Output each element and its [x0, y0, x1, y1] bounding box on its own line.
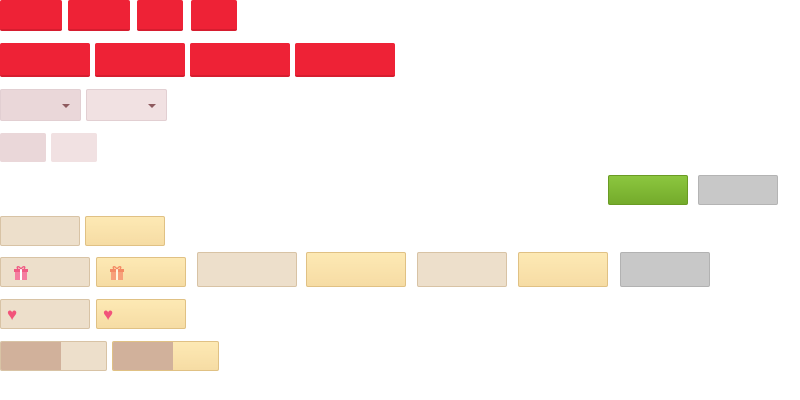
gray-button[interactable]	[698, 175, 778, 205]
gold-wide-button-2[interactable]	[518, 252, 608, 287]
red-button-4[interactable]	[191, 0, 237, 31]
red-button-1[interactable]	[0, 0, 62, 31]
beige-wide-button-2[interactable]	[417, 252, 507, 287]
beige-wide-button-1[interactable]	[197, 252, 297, 287]
chevron-down-icon	[62, 104, 70, 108]
split-segment[interactable]	[1, 342, 61, 370]
pink-small-button-1[interactable]	[0, 133, 46, 162]
gold-wide-button-1[interactable]	[306, 252, 406, 287]
chevron-down-icon	[148, 104, 156, 108]
red-wide-button-4[interactable]	[295, 43, 395, 77]
red-button-2[interactable]	[68, 0, 130, 31]
heart-icon: ♥	[7, 305, 18, 324]
gift-icon	[14, 266, 28, 280]
red-button-3[interactable]	[137, 0, 183, 31]
gold-button-1[interactable]	[85, 216, 165, 246]
green-button[interactable]	[608, 175, 688, 205]
gold-heart-button[interactable]: ♥	[96, 299, 186, 329]
gift-icon	[110, 266, 124, 280]
red-wide-button-1[interactable]	[0, 43, 90, 77]
gray-wide-button[interactable]	[620, 252, 710, 287]
gold-split-button[interactable]	[112, 341, 219, 371]
pink-small-button-2[interactable]	[51, 133, 97, 162]
pink-dropdown-2[interactable]	[86, 89, 167, 121]
beige-heart-button[interactable]: ♥	[0, 299, 90, 329]
beige-split-button[interactable]	[0, 341, 107, 371]
pink-dropdown-1[interactable]	[0, 89, 81, 121]
beige-button-1[interactable]	[0, 216, 80, 246]
split-segment[interactable]	[113, 342, 173, 370]
beige-gift-button[interactable]	[0, 257, 90, 287]
heart-icon: ♥	[103, 305, 114, 324]
red-wide-button-3[interactable]	[190, 43, 290, 77]
gold-gift-button[interactable]	[96, 257, 186, 287]
red-wide-button-2[interactable]	[95, 43, 185, 77]
